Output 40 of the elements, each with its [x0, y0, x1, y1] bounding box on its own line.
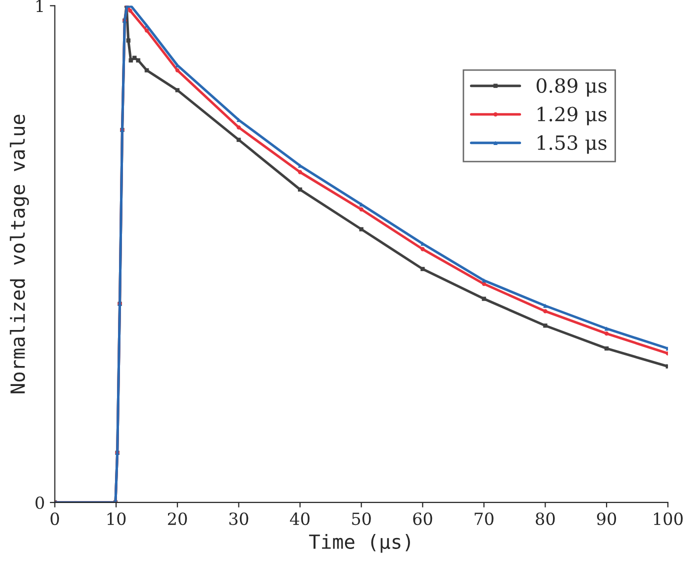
- y-tick-label: 1: [36, 0, 43, 12]
- x-tick-label: 20: [168, 512, 187, 526]
- legend-label: 1.29 μs: [538, 106, 606, 126]
- point: [144, 68, 149, 72]
- point: [359, 227, 364, 232]
- point: [604, 326, 609, 331]
- x-tick-label: 50: [352, 512, 371, 526]
- point: [604, 346, 609, 351]
- point: [359, 207, 364, 212]
- point: [175, 68, 180, 72]
- point: [420, 247, 425, 252]
- x-tick-label: 70: [474, 512, 494, 526]
- x-tick-label: 30: [229, 512, 248, 526]
- point: [604, 331, 609, 336]
- point: [543, 309, 548, 314]
- x-tick-label: 0: [50, 512, 59, 526]
- point: [236, 125, 241, 130]
- point: [298, 170, 302, 174]
- x-tick-label: 40: [290, 512, 310, 526]
- x-axis-title: Time (μs): [309, 534, 410, 553]
- x-tick-label: 100: [654, 512, 683, 526]
- point: [482, 296, 486, 301]
- point: [543, 304, 548, 308]
- x-tick-label: 80: [536, 512, 555, 526]
- point: [128, 8, 132, 13]
- x-tick-label: 10: [108, 512, 126, 526]
- legend-label: 0.89 μs: [536, 78, 606, 97]
- point: [175, 88, 180, 92]
- point: [136, 58, 140, 62]
- x-tick-label: 60: [413, 512, 432, 526]
- point: [236, 138, 241, 142]
- y-axis-title: Normalized voltage value: [10, 114, 29, 394]
- point: [126, 38, 130, 43]
- x-tick-label: 90: [597, 512, 616, 526]
- point: [144, 28, 149, 33]
- point: [128, 58, 133, 62]
- point: [420, 266, 425, 272]
- legend-label: 1.53 μs: [538, 135, 606, 154]
- point: [298, 187, 302, 192]
- point: [543, 324, 548, 328]
